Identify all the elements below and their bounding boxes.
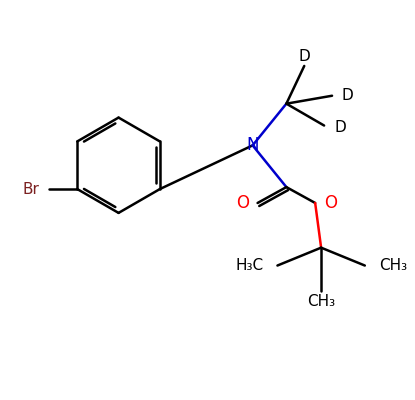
Text: CH₃: CH₃ [307, 294, 335, 309]
Text: D: D [334, 120, 346, 135]
Text: N: N [247, 136, 259, 154]
Text: H₃C: H₃C [235, 258, 264, 273]
Text: CH₃: CH₃ [379, 258, 407, 273]
Text: O: O [236, 194, 249, 212]
Text: D: D [342, 88, 354, 103]
Text: O: O [324, 194, 337, 212]
Text: Br: Br [23, 182, 39, 196]
Text: D: D [298, 48, 310, 64]
